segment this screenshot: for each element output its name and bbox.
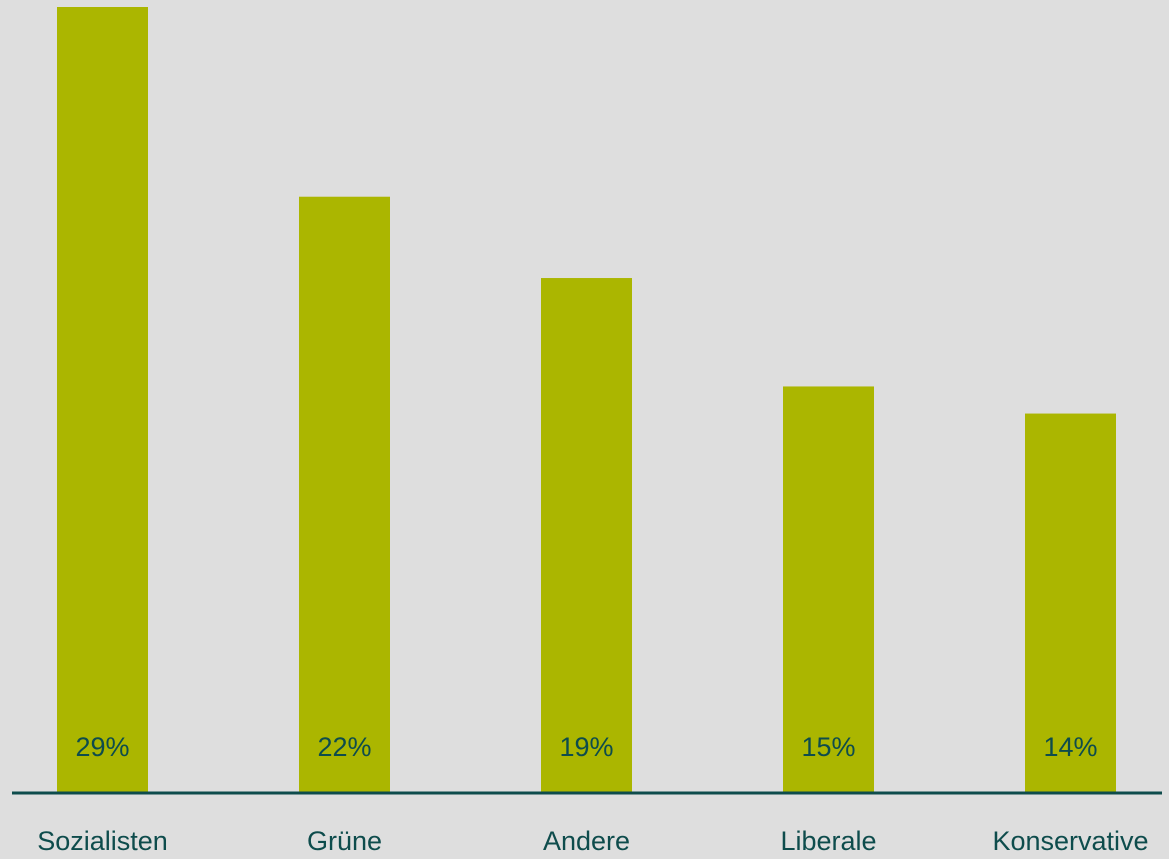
value-label-liberale: 15% [801, 732, 855, 762]
bar-liberale [783, 386, 874, 793]
category-label-sozialisten: Sozialisten [37, 826, 168, 856]
category-labels-layer: Sozialisten Grüne Andere Liberale Konservati… [37, 826, 1148, 856]
bars-layer [57, 7, 1116, 794]
value-labels-layer: 29% 22% 19% 15% 14% [75, 732, 1097, 762]
value-label-grüne: 22% [317, 732, 371, 762]
value-label-andere: 19% [559, 732, 613, 762]
bar-grüne [299, 196, 390, 794]
category-label-andere: Andere [543, 826, 630, 856]
value-label-konservative: 14% [1043, 732, 1097, 762]
category-label-konservative: Konservative [992, 826, 1148, 856]
category-label-grüne: Grüne [307, 826, 382, 856]
value-label-sozialisten: 29% [75, 732, 129, 762]
bar-konservative [1025, 413, 1116, 793]
category-label-liberale: Liberale [780, 826, 876, 856]
bar-sozialisten [57, 7, 148, 793]
bar-andere [541, 278, 632, 793]
